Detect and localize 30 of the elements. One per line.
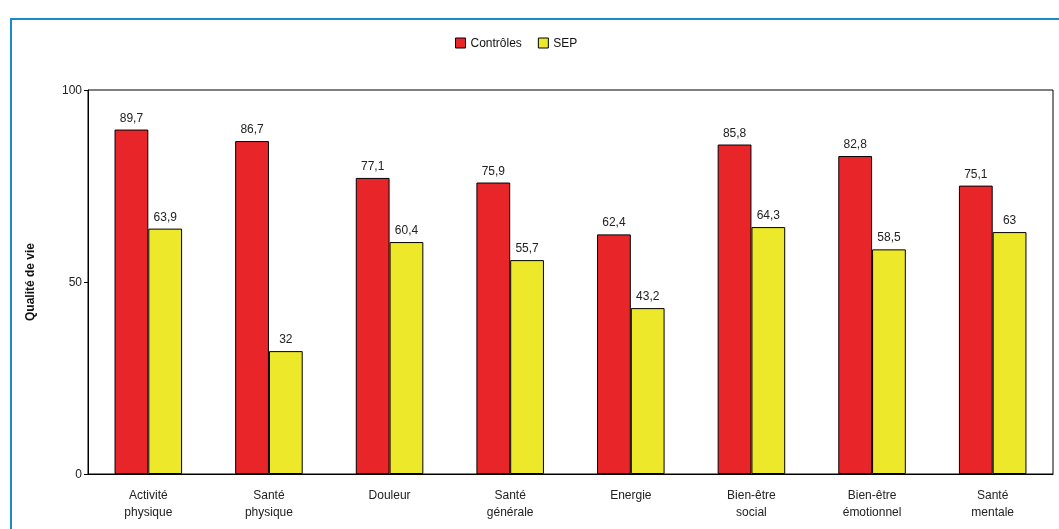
- data-label: 55,7: [515, 241, 540, 256]
- data-label: 77,1: [361, 158, 385, 173]
- data-label: 86,7: [240, 122, 265, 137]
- x-tick-label: Energie: [610, 487, 652, 502]
- x-tick-label: Activité physique: [124, 487, 173, 519]
- data-label: 85,8: [722, 125, 747, 140]
- data-label: 63,9: [153, 209, 178, 224]
- y-axis-title: Qualité de vie: [23, 242, 37, 322]
- x-tick-label: Santé générale: [486, 487, 534, 519]
- data-label: 63: [1002, 213, 1017, 228]
- y-tick-label: 100: [61, 83, 83, 97]
- x-tick-label: Santé physique: [244, 487, 294, 519]
- x-tick-label: Santé mentale: [971, 487, 1015, 519]
- data-label: 60,4: [394, 223, 419, 238]
- x-tick-label: Bien-être social: [727, 487, 777, 519]
- data-label: 75,1: [964, 166, 988, 181]
- data-label: 89,7: [119, 110, 144, 125]
- data-label: 58,5: [877, 230, 901, 245]
- legend-label: SEP: [553, 36, 578, 50]
- legend-label: Contrôles: [470, 36, 522, 50]
- x-tick-label: Bien-être émotionnel: [842, 487, 902, 519]
- data-label: 62,4: [602, 215, 626, 230]
- data-label: 43,2: [636, 289, 660, 304]
- data-label: 82,8: [843, 137, 868, 152]
- data-label: 64,3: [756, 208, 781, 223]
- data-label: 32: [279, 332, 293, 347]
- y-tick-label: 50: [68, 275, 83, 289]
- x-tick-label: Douleur: [368, 487, 411, 502]
- y-tick-label: 0: [75, 467, 83, 481]
- data-label: 75,9: [481, 163, 506, 178]
